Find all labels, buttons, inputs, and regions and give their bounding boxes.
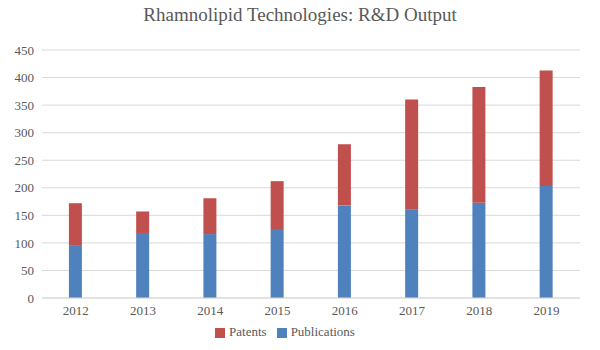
- svg-text:250: 250: [15, 153, 35, 168]
- svg-text:2014: 2014: [197, 303, 224, 318]
- svg-text:450: 450: [15, 43, 35, 58]
- svg-text:2013: 2013: [130, 303, 156, 318]
- svg-text:2015: 2015: [264, 303, 290, 318]
- html-text:Patents: Patents: [229, 324, 267, 339]
- svg-text:2018: 2018: [466, 303, 492, 318]
- svg-text:50: 50: [21, 263, 34, 278]
- html-text:Publications: Publications: [290, 324, 355, 339]
- svg-text:100: 100: [15, 236, 35, 251]
- svg-text:150: 150: [15, 208, 35, 223]
- svg-text:2019: 2019: [533, 303, 559, 318]
- html-text:Rhamnolipid Technologies: R&D: Rhamnolipid Technologies: R&D Output: [143, 4, 457, 25]
- svg-text:2016: 2016: [332, 303, 359, 318]
- svg-text:350: 350: [15, 98, 35, 113]
- svg-text:300: 300: [15, 125, 35, 140]
- svg-text:2017: 2017: [399, 303, 426, 318]
- svg-text:0: 0: [28, 291, 35, 306]
- svg-text:200: 200: [15, 180, 35, 195]
- svg-text:2012: 2012: [63, 303, 89, 318]
- svg-text:400: 400: [15, 70, 35, 85]
